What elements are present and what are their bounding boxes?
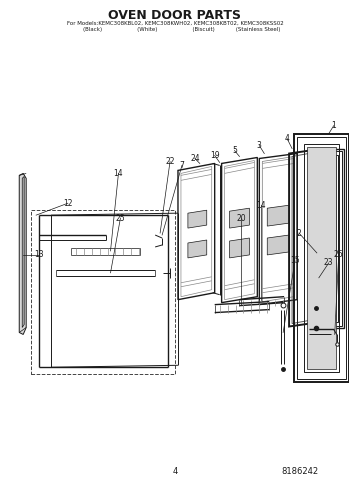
Polygon shape <box>22 176 24 327</box>
Text: 25: 25 <box>116 213 125 223</box>
Text: 22: 22 <box>165 157 175 166</box>
Text: 19: 19 <box>210 151 219 160</box>
Text: 24: 24 <box>190 154 199 163</box>
Text: 14: 14 <box>257 201 266 210</box>
Polygon shape <box>309 273 327 285</box>
Text: 4: 4 <box>172 467 177 476</box>
Polygon shape <box>267 205 289 226</box>
Polygon shape <box>267 235 289 255</box>
Polygon shape <box>230 238 250 258</box>
Polygon shape <box>327 156 336 320</box>
Text: 20: 20 <box>237 213 246 223</box>
Text: 7: 7 <box>180 161 184 170</box>
Text: 4: 4 <box>285 134 289 143</box>
Text: 14: 14 <box>114 169 123 178</box>
Polygon shape <box>188 240 207 258</box>
Polygon shape <box>307 146 336 369</box>
Polygon shape <box>230 208 250 228</box>
Text: 5: 5 <box>232 146 237 155</box>
Text: 23: 23 <box>324 258 334 268</box>
Text: (Black)                    (White)                    (Biscuit)            (Stai: (Black) (White) (Biscuit) (Stai <box>69 27 281 32</box>
Text: 1: 1 <box>331 121 336 130</box>
Text: OVEN DOOR PARTS: OVEN DOOR PARTS <box>108 9 241 22</box>
Text: 3: 3 <box>257 141 262 150</box>
Polygon shape <box>188 210 207 228</box>
Text: 12: 12 <box>63 199 72 208</box>
Polygon shape <box>19 173 26 334</box>
Text: 8186242: 8186242 <box>282 467 319 476</box>
Text: 2: 2 <box>297 228 301 238</box>
Text: For Models:KEMC308KBL02, KEMC308KWH02, KEMC308KBT02, KEMC308KSS02: For Models:KEMC308KBL02, KEMC308KWH02, K… <box>66 21 284 26</box>
Text: 15: 15 <box>290 256 300 265</box>
Text: 13: 13 <box>34 250 44 259</box>
Text: 26: 26 <box>334 250 343 259</box>
